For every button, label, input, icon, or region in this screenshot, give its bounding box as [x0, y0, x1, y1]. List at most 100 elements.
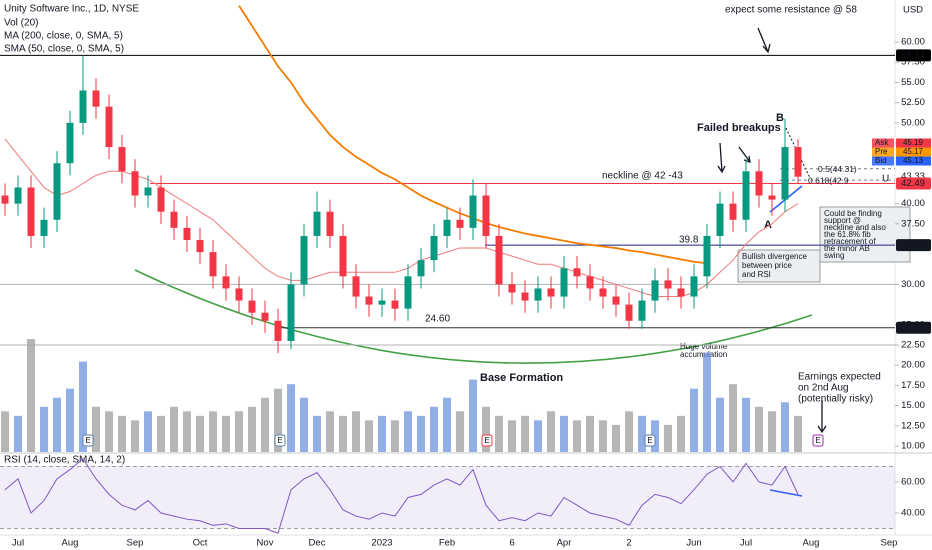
quote-name-bg	[872, 147, 894, 157]
price-badge-label: 58.34	[901, 50, 925, 61]
y-tick-label: 22.50	[901, 340, 925, 351]
candle-body	[495, 235, 503, 285]
x-tick-label: Jul	[740, 538, 752, 549]
annotation: and RSI	[742, 270, 771, 279]
candle-body	[729, 203, 737, 220]
chart-title: Unity Software Inc., 1D, NYSE	[4, 4, 139, 15]
candle-body	[599, 288, 607, 297]
annotation: the 61.8% fib	[824, 230, 871, 239]
volume-bar	[222, 415, 230, 452]
y-tick-label: 55.00	[901, 77, 925, 88]
candle-body	[391, 300, 399, 309]
annotation: 24.60	[425, 314, 450, 325]
candle-body	[482, 195, 490, 236]
candle-body	[300, 235, 308, 285]
candle-body	[612, 296, 620, 305]
candle-body	[781, 147, 789, 200]
volume-bar	[430, 406, 438, 452]
currency: USD	[903, 5, 923, 16]
annotation: neckline @ 42 -43	[602, 171, 683, 182]
candle-body	[573, 268, 581, 277]
y-tick-label: 50.00	[901, 117, 925, 128]
candle-body	[794, 147, 802, 177]
earnings-label: E	[484, 436, 489, 445]
x-tick-label: Sep	[127, 538, 144, 549]
candle-body	[261, 312, 269, 321]
candle-body	[664, 280, 672, 289]
volume-bar	[469, 379, 477, 452]
candle-body	[183, 227, 191, 240]
quote-value: 45.17	[903, 147, 924, 156]
candle-body	[469, 195, 477, 228]
candle-body	[14, 187, 22, 204]
y-tick-label: 37.50	[901, 218, 925, 229]
earnings-label: E	[277, 436, 282, 445]
y-tick-label: 40.00	[901, 198, 925, 209]
candle-body	[157, 187, 165, 212]
fib-tag: U	[882, 174, 889, 185]
volume-bar	[716, 397, 724, 452]
annotation: between price	[742, 261, 792, 270]
candle-body	[677, 288, 685, 297]
volume-bar	[742, 397, 750, 452]
candle-body	[1, 195, 9, 204]
price-badge-label: 43.33	[901, 171, 925, 182]
x-tick-label: Feb	[439, 538, 455, 549]
quote-badge	[896, 147, 931, 157]
earnings-label: E	[647, 436, 652, 445]
volume-bar	[27, 339, 35, 452]
quote-badge	[896, 156, 931, 166]
x-tick-label: Aug	[62, 538, 79, 549]
volume-bar	[690, 388, 698, 452]
price-badge-label: 42.49	[901, 178, 925, 189]
earnings-marker	[481, 434, 493, 447]
annotation: retracement of	[824, 237, 876, 246]
y-tick-label: 57.50	[901, 57, 925, 68]
volume-bar	[573, 420, 581, 452]
x-tick-label: 2023	[371, 538, 392, 549]
candle-body	[118, 147, 126, 172]
volume-bar	[235, 411, 243, 452]
candle-body	[235, 288, 243, 301]
candle-body	[339, 235, 347, 277]
quote-name-bg	[872, 156, 894, 166]
volume-bar	[755, 406, 763, 452]
x-tick-label: Oct	[193, 538, 208, 549]
annotation: A	[764, 219, 772, 231]
x-tick-label: Aug	[803, 538, 820, 549]
volume-bar	[1, 411, 9, 452]
annotation: on 2nd Aug	[798, 383, 849, 394]
candle-body	[196, 239, 204, 253]
candle-body	[248, 300, 256, 313]
earnings-label: E	[85, 436, 90, 445]
x-tick-label: Jun	[686, 538, 701, 549]
volume-bar	[703, 352, 711, 452]
candle-body	[716, 203, 724, 236]
candle-body	[170, 211, 178, 228]
volume-bar	[118, 415, 126, 452]
volume-bar	[534, 420, 542, 452]
candle-body	[547, 288, 555, 297]
volume-bar	[352, 411, 360, 452]
candle-body	[352, 276, 360, 297]
candle-body	[326, 211, 334, 236]
x-tick-label: Apr	[557, 538, 572, 549]
volume-bar	[404, 411, 412, 452]
volume-bar	[66, 388, 74, 452]
volume-bar	[599, 420, 607, 452]
volume-bar	[482, 406, 490, 452]
candle-body	[586, 276, 594, 289]
legend-volume: Vol (20)	[4, 18, 38, 29]
candle-body	[40, 219, 48, 236]
volume-bar	[391, 420, 399, 452]
candle-body	[638, 300, 646, 321]
candle-body	[430, 235, 438, 261]
volume-bar	[456, 411, 464, 452]
candle-body	[768, 195, 776, 200]
candle-body	[651, 280, 659, 301]
volume-bar	[261, 397, 269, 452]
candle-body	[209, 252, 217, 277]
candle-body	[66, 122, 74, 164]
y-tick-label: 20.00	[901, 360, 925, 371]
candle-body	[53, 163, 61, 220]
